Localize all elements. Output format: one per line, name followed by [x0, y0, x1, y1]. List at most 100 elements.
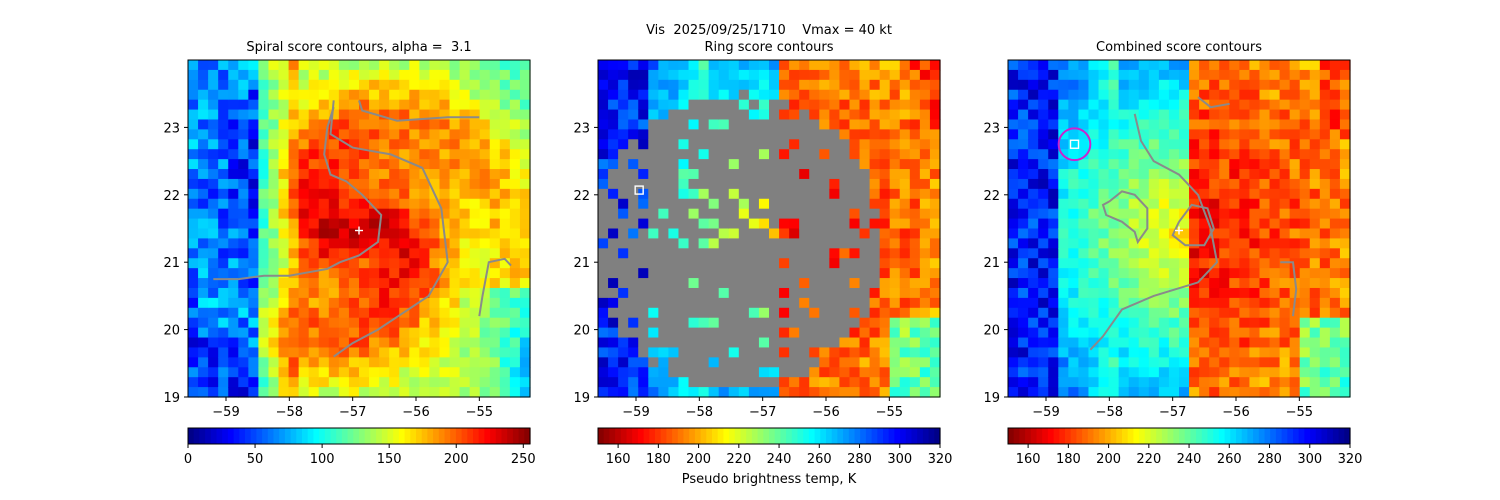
heatmap-cell [238, 208, 249, 220]
heatmap-cell [789, 79, 800, 91]
heatmap-cell [598, 268, 609, 279]
heatmap-cell [899, 297, 911, 309]
heatmap-cell [268, 198, 280, 210]
heatmap-cell [509, 218, 521, 230]
heatmap-cell [469, 377, 481, 388]
heatmap-cell [489, 278, 501, 289]
heatmap-cell [469, 178, 481, 190]
heatmap-cell [688, 218, 700, 230]
heatmap-cell [519, 238, 531, 249]
heatmap-cell [829, 119, 841, 130]
heatmap-cell [1189, 188, 1200, 200]
heatmap-cell [748, 387, 760, 398]
heatmap-cell [779, 159, 790, 170]
heatmap-cell [389, 69, 400, 81]
colorbar-swatch [290, 428, 297, 444]
heatmap-cell [298, 188, 310, 200]
heatmap-cell [1179, 307, 1190, 319]
heatmap-cell [248, 169, 260, 180]
heatmap-cell [1008, 297, 1019, 309]
heatmap-cell [1319, 188, 1331, 200]
heatmap-cell [1108, 387, 1120, 398]
heatmap-cell [379, 159, 390, 170]
heatmap-cell [1048, 208, 1059, 220]
heatmap-cell [718, 278, 730, 289]
heatmap-cell [1058, 268, 1069, 279]
heatmap-cell [449, 337, 461, 349]
heatmap-cell [678, 337, 690, 349]
heatmap-cell [779, 327, 790, 339]
colorbar-swatch [302, 428, 309, 444]
heatmap-cell [698, 60, 710, 71]
heatmap-cell [829, 129, 841, 140]
heatmap-cell [1299, 169, 1311, 180]
heatmap-cell [598, 387, 609, 398]
heatmap-cell [469, 218, 481, 230]
heatmap-cell [849, 307, 861, 319]
colorbar-swatch [1321, 428, 1328, 444]
heatmap-cell [1058, 327, 1069, 339]
heatmap-cell [618, 208, 629, 220]
heatmap-cell [859, 198, 871, 210]
heatmap-cell [1148, 287, 1160, 299]
heatmap-cell [1179, 119, 1190, 130]
heatmap-cell [1038, 317, 1049, 329]
colorbar-swatch [455, 428, 463, 444]
heatmap-cell [1008, 377, 1019, 388]
colorbar-swatch [267, 428, 275, 444]
heatmap-cell [359, 248, 370, 259]
heatmap-cell [1199, 79, 1210, 91]
heatmap-cell [859, 347, 871, 358]
heatmap-cell [859, 129, 871, 140]
heatmap-cell [469, 60, 481, 71]
heatmap-cell [298, 218, 310, 230]
colorbar-swatch [666, 428, 673, 444]
heatmap-cell [218, 287, 229, 299]
heatmap-cell [1339, 307, 1351, 319]
heatmap-cell [758, 347, 770, 358]
heatmap-cell [228, 278, 239, 289]
heatmap-cell [779, 178, 790, 190]
heatmap-cell [399, 208, 410, 220]
heatmap-cell [1269, 178, 1281, 190]
heatmap-cell [258, 387, 270, 398]
heatmap-cell [1309, 169, 1321, 180]
heatmap-cell [688, 208, 700, 220]
heatmap-cell [348, 198, 360, 210]
heatmap-cell [909, 377, 921, 388]
heatmap-cell [869, 248, 881, 259]
heatmap-cell [369, 79, 380, 91]
heatmap-cell [409, 169, 420, 180]
x-tick-label: −57 [749, 405, 776, 420]
heatmap-cell [1229, 169, 1240, 180]
heatmap-cell [499, 119, 511, 130]
heatmap-cell [359, 228, 370, 240]
heatmap-cell [698, 258, 710, 269]
heatmap-cell [1339, 119, 1351, 130]
heatmap-cell [738, 278, 750, 289]
heatmap-cell [849, 218, 861, 230]
heatmap-cell [809, 89, 820, 101]
heatmap-cell [469, 297, 481, 309]
heatmap-cell [509, 297, 521, 309]
heatmap-cell [1329, 238, 1341, 249]
heatmap-cell [318, 178, 330, 190]
heatmap-cell [849, 248, 861, 259]
heatmap-cell [688, 317, 700, 329]
contour-line-5 [1280, 261, 1298, 317]
heatmap-cell [469, 69, 481, 81]
heatmap-cell [419, 347, 431, 358]
heatmap-cell [1058, 139, 1069, 150]
heatmap-cell [459, 60, 471, 71]
heatmap-cell [1068, 357, 1080, 368]
colorbar-swatch [1104, 428, 1112, 444]
heatmap-cell [359, 89, 370, 101]
heatmap-cell [188, 109, 199, 121]
colorbar-swatch [1047, 428, 1055, 444]
heatmap-cell [258, 377, 270, 388]
heatmap-cell [1189, 248, 1200, 259]
heatmap-cell [198, 218, 209, 230]
heatmap-cell [328, 169, 340, 180]
heatmap-cell [1179, 278, 1190, 289]
heatmap-cell [298, 248, 310, 259]
